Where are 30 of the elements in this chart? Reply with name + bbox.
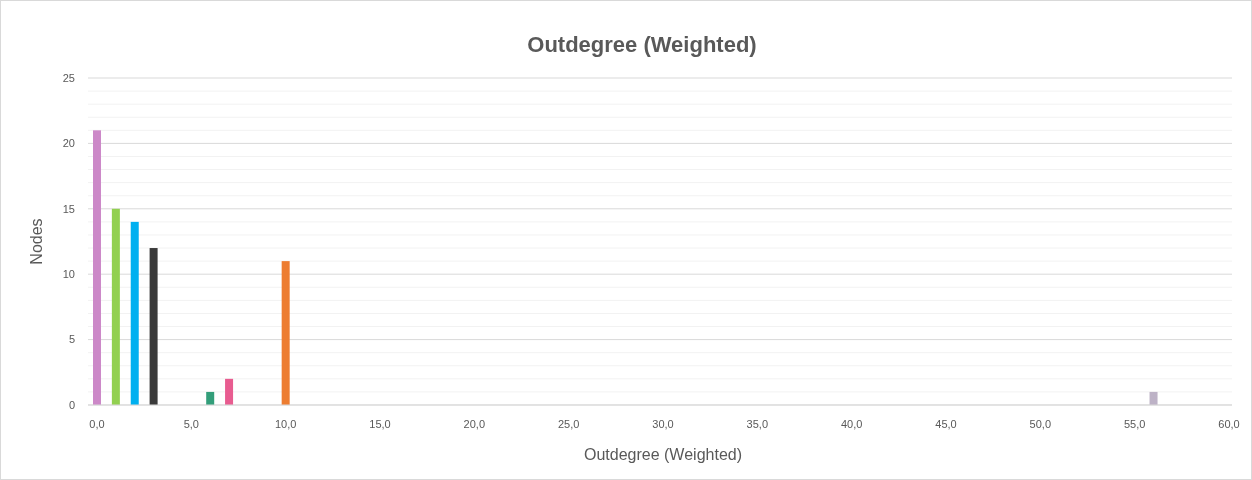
bar [281, 261, 290, 405]
x-tick-label: 0,0 [89, 418, 105, 430]
x-tick-label: 35,0 [746, 418, 769, 430]
x-tick-label: 60,0 [1218, 418, 1240, 430]
bar [130, 221, 139, 405]
x-tick-label: 5,0 [183, 418, 199, 430]
x-tick-label: 25,0 [557, 418, 580, 430]
chart-title: Outdegree (Weighted) [527, 32, 757, 57]
y-tick-label: 5 [68, 333, 75, 346]
x-tick-label: 45,0 [935, 418, 957, 430]
x-tick-label: 10,0 [274, 418, 297, 430]
y-tick-label: 25 [62, 71, 75, 84]
x-tick-label: 30,0 [652, 418, 674, 430]
y-tick-label: 0 [68, 398, 75, 411]
x-tick-label: 40,0 [840, 418, 863, 430]
bar [93, 130, 101, 405]
y-tick-label: 15 [62, 202, 75, 215]
x-tick-label: 15,0 [369, 418, 391, 430]
y-tick-label: 20 [62, 137, 75, 150]
bar [111, 208, 120, 405]
bar [1149, 391, 1158, 405]
x-tick-label: 50,0 [1029, 418, 1052, 430]
x-tick-label: 20,0 [463, 418, 486, 430]
x-tick-label: 55,0 [1123, 418, 1146, 430]
bar [225, 378, 234, 405]
x-axis-title: Outdegree (Weighted) [583, 446, 743, 463]
bar [149, 248, 158, 405]
y-tick-label: 10 [62, 268, 75, 281]
bar [206, 391, 215, 405]
y-axis-title: Nodes [28, 218, 45, 265]
